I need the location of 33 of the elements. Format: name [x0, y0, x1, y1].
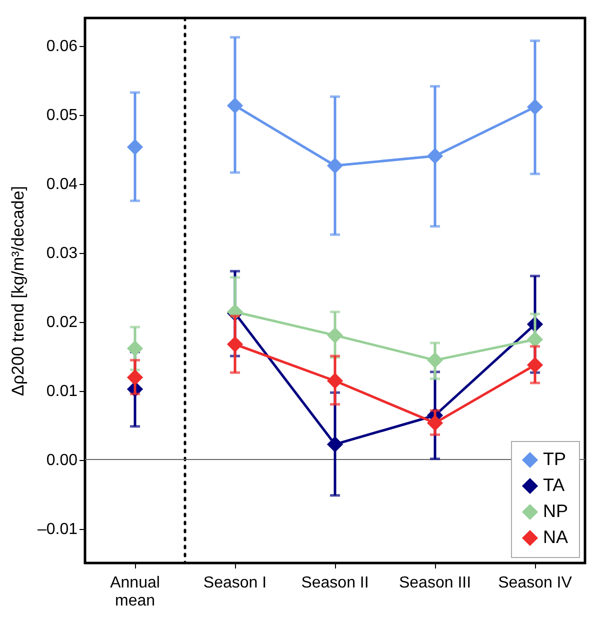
point	[526, 331, 544, 348]
x-tick-label: Season II	[301, 574, 369, 592]
x-tick-label: Season III	[398, 574, 472, 592]
x-tick-label: Annual mean	[110, 574, 160, 610]
point	[126, 138, 144, 156]
legend-label: NP	[543, 501, 568, 521]
point	[326, 327, 344, 344]
y-tick-label: 0.03	[46, 245, 78, 262]
point	[326, 372, 344, 389]
point	[426, 148, 444, 164]
y-tick-label: 0.02	[46, 314, 78, 332]
point	[326, 158, 344, 174]
y-tick-label: 0.01	[46, 383, 78, 400]
y-tick-label: –0.01	[37, 521, 78, 538]
point	[526, 356, 544, 374]
point	[326, 436, 344, 452]
point	[226, 98, 244, 114]
x-tick-label: Season IV	[498, 574, 572, 592]
point	[426, 352, 444, 368]
y-axis-title: Δρ200 trend [kg/m³/decade]	[8, 186, 28, 396]
point	[526, 98, 544, 116]
legend-label: TP	[543, 449, 566, 469]
point	[126, 340, 144, 357]
x-tick-label: Season I	[203, 574, 267, 592]
point	[126, 369, 144, 386]
y-tick-label: 0.05	[46, 107, 78, 124]
point	[426, 414, 444, 432]
y-tick-label: 0.06	[46, 38, 78, 56]
y-tick-label: 0.00	[46, 452, 78, 470]
y-tick-label: 0.04	[46, 176, 78, 194]
point	[226, 336, 244, 352]
legend-label: NA	[543, 527, 568, 547]
legend-label: TA	[543, 475, 565, 495]
